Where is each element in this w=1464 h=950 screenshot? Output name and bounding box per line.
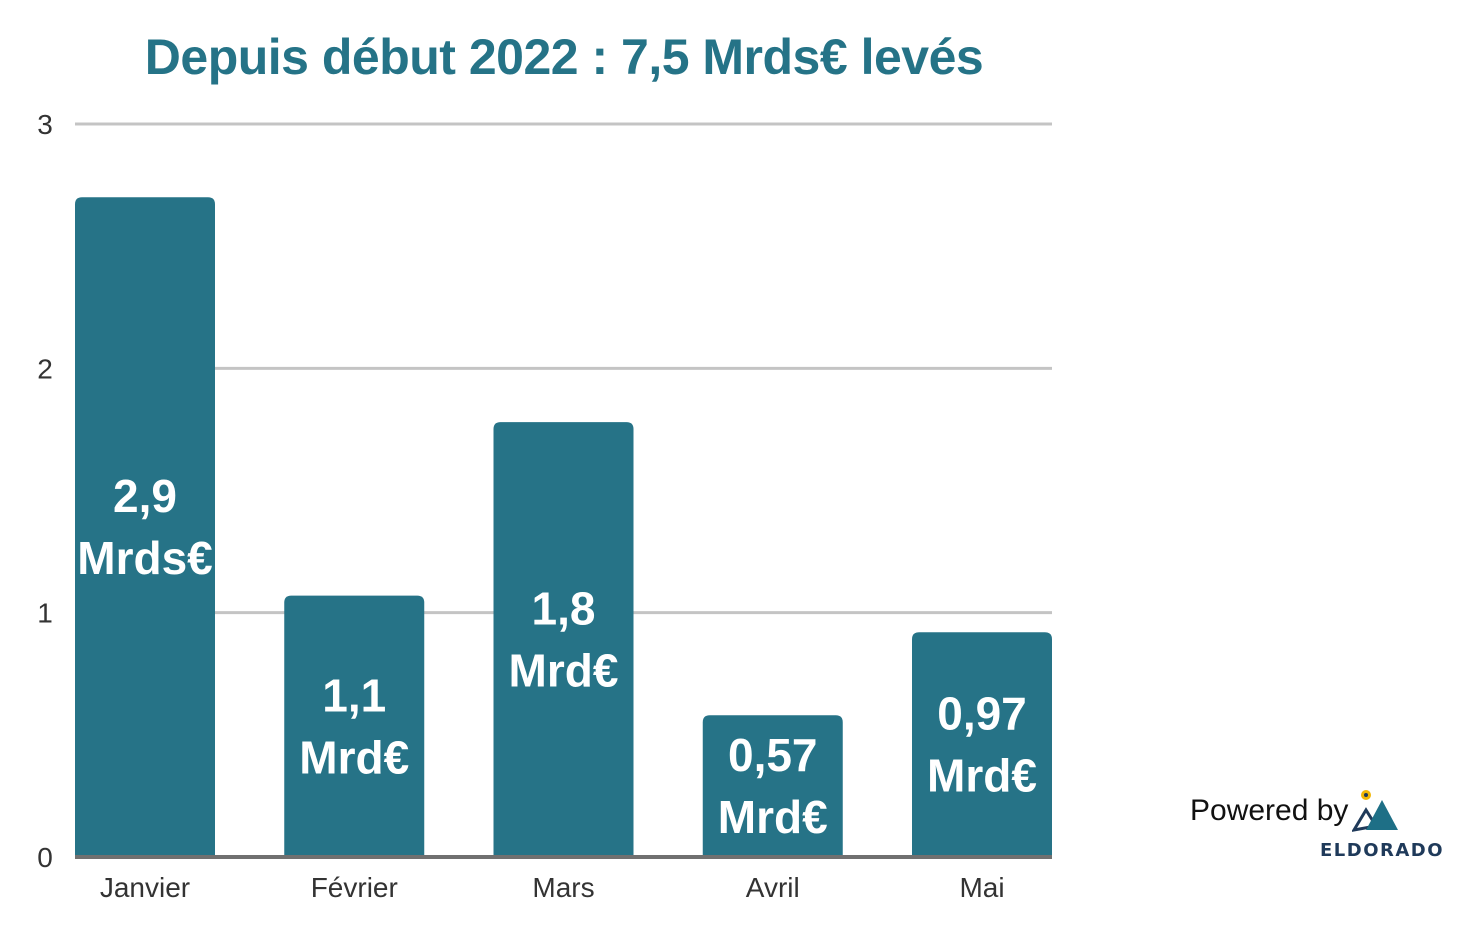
x-tick-label-janvier: Janvier [100, 872, 190, 903]
x-tick-label-mars: Mars [532, 872, 594, 903]
bar-mars [493, 422, 634, 857]
bar-data-label-mars-1: 1,8 [532, 583, 596, 635]
eldorado-mountain-icon [1352, 790, 1398, 832]
axis-layer: 0 1 2 3 Janvier Février Mars Avril Mai [37, 109, 1052, 903]
y-tick-label-3: 3 [37, 109, 53, 140]
y-tick-label-0: 0 [37, 842, 53, 873]
bar-data-label-mai-1: 0,97 [937, 688, 1027, 740]
bar-data-label-mai-2: Mrd€ [927, 750, 1037, 802]
y-tick-label-2: 2 [37, 353, 53, 384]
bar-mai [912, 632, 1052, 857]
bar-data-label-avril-2: Mrd€ [718, 791, 828, 843]
chart-title: Depuis début 2022 : 7,5 Mrds€ levés [144, 29, 984, 85]
bar-avril [702, 715, 843, 857]
bar-data-label-février-2: Mrd€ [299, 731, 409, 783]
x-tick-label-avril: Avril [746, 872, 800, 903]
bar-février [284, 595, 425, 857]
powered-by-label: Powered by [1190, 794, 1349, 827]
x-tick-label-février: Février [311, 872, 398, 903]
bar-data-label-avril-1: 0,57 [728, 729, 818, 781]
bar-data-label-janvier-2: Mrds€ [77, 532, 212, 584]
y-tick-label-1: 1 [37, 598, 53, 629]
bar-data-label-janvier-1: 2,9 [113, 470, 177, 522]
x-tick-label-mai: Mai [959, 872, 1004, 903]
bar-janvier [75, 197, 215, 858]
eldorado-logo-text: ELDORADO [1320, 840, 1445, 861]
powered-by-badge: Powered by ELDORADO [1190, 788, 1443, 868]
bar-layer: 2,9 Mrds€ 1,1 Mrd€ 1,8 Mrd€ 0,57 Mrd€ 0,97 Mrd€ [75, 197, 1052, 858]
bar-data-label-mars-2: Mrd€ [509, 645, 619, 697]
bar-data-label-février-1: 1,1 [322, 669, 386, 721]
